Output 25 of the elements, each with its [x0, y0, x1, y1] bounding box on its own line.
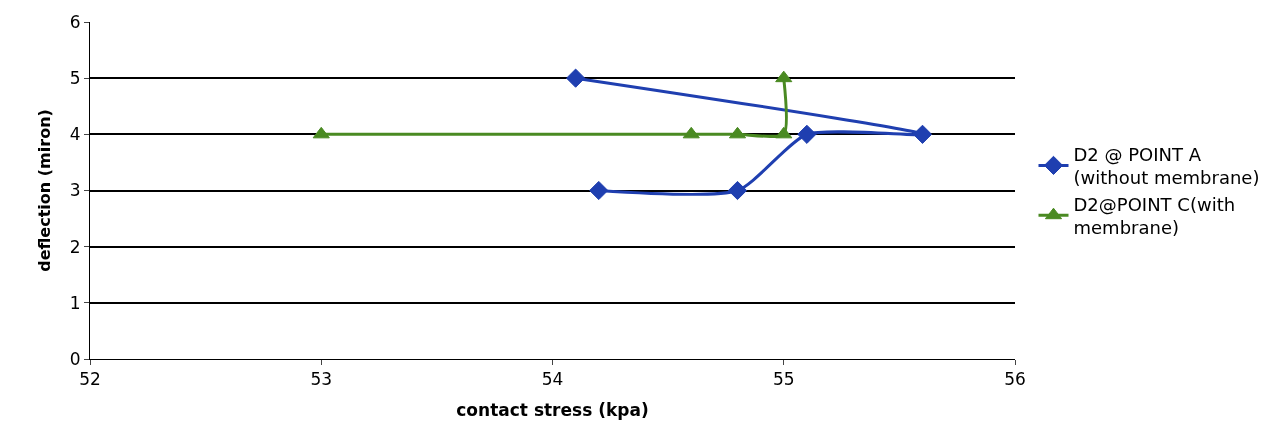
- y-tick-label: 0: [69, 348, 81, 369]
- y-tick-label: 3: [69, 180, 81, 201]
- y-tick-label: 4: [69, 124, 81, 145]
- x-tick-label: 52: [79, 369, 101, 390]
- point: [775, 126, 793, 139]
- y-axis-title: deflection (miron): [34, 109, 54, 272]
- x-axis-title: contact stress (kpa): [456, 399, 649, 420]
- x-tick-label: 53: [310, 369, 333, 390]
- point: [312, 126, 330, 139]
- y-tick-label: 6: [69, 11, 81, 32]
- point: [682, 126, 700, 139]
- point: [797, 124, 817, 144]
- x-tick-label: 55: [772, 369, 795, 390]
- x-tick-label: 56: [1004, 369, 1026, 390]
- y-tick-label: 1: [69, 292, 81, 313]
- point: [775, 70, 793, 83]
- legend-label: D2@POINT C(with membrane): [1073, 193, 1236, 238]
- point: [589, 180, 609, 201]
- x-tick-label: 54: [541, 369, 564, 390]
- legend-label: D2 @ POINT A (without membrane): [1073, 143, 1260, 189]
- y-tick-label: 5: [69, 68, 81, 89]
- point: [727, 180, 748, 201]
- y-tick-label: 2: [69, 236, 81, 257]
- point: [912, 124, 933, 144]
- point: [566, 68, 586, 88]
